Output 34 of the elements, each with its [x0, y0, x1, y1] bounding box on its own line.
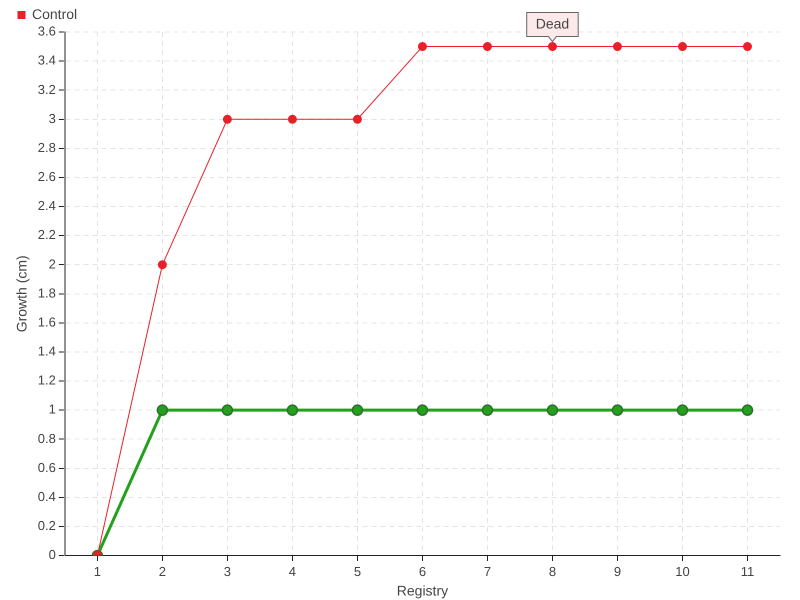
- y-tick-label: 3.6: [38, 24, 56, 39]
- y-tick-label: 1.2: [38, 372, 56, 388]
- y-tick-label: 2.8: [38, 140, 56, 155]
- y-tick-label: 3: [48, 110, 56, 126]
- y-tick-label: 2.2: [38, 227, 56, 242]
- x-tick-label: 5: [354, 564, 362, 579]
- y-tick-label: 1.6: [38, 314, 56, 330]
- x-tick-label: 7: [484, 564, 492, 579]
- y-tick-label: 2: [48, 256, 56, 272]
- y-tick-label: 1.8: [38, 285, 56, 300]
- y-tick-label: 3.2: [38, 82, 56, 97]
- x-tick-label: 9: [614, 564, 622, 579]
- x-tick-label: 2: [158, 564, 166, 579]
- x-axis-title: Registry: [396, 582, 448, 598]
- x-tick-label: 6: [418, 564, 426, 579]
- x-tick-label: 4: [288, 564, 296, 579]
- legend-label: Control: [32, 6, 78, 22]
- x-tick-label: 1: [94, 564, 101, 579]
- y-tick-label: 1: [48, 402, 56, 417]
- x-tick-label: 3: [224, 564, 232, 579]
- x-tick-label: 11: [740, 564, 754, 579]
- x-tick-label: 8: [548, 564, 556, 579]
- y-tick-label: 0.8: [38, 430, 56, 446]
- y-axis-title: Growth (cm): [13, 255, 30, 332]
- y-tick-label: 0.4: [38, 489, 56, 504]
- x-tick-label: 10: [675, 564, 690, 579]
- y-tick-label: 3.4: [38, 52, 56, 68]
- y-tick-label: 2.4: [38, 198, 56, 214]
- y-tick-label: 2.6: [38, 169, 56, 184]
- y-tick-label: 0.6: [38, 460, 56, 475]
- y-tick-label: 0.2: [38, 518, 56, 534]
- y-tick-label: 0: [48, 547, 56, 562]
- annotation: Dead: [536, 15, 570, 32]
- y-tick-label: 1.4: [38, 344, 56, 359]
